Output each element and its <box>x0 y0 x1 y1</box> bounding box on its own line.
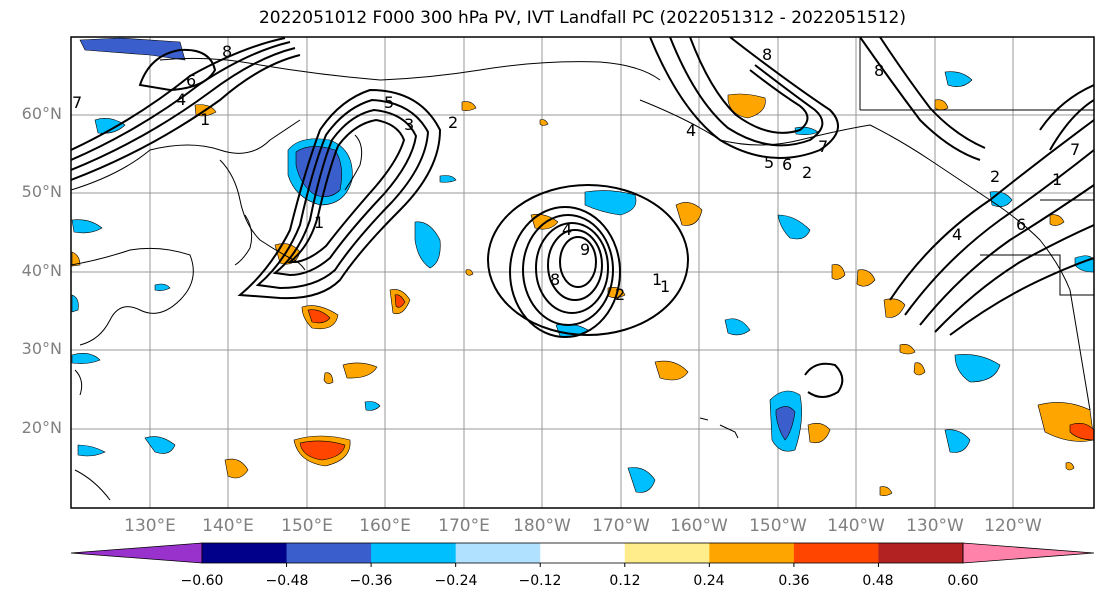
colorbar-tick-label: 0.36 <box>778 573 810 589</box>
colorbar-swatch <box>624 543 710 563</box>
map-title: 2022051012 F000 300 hPa PV, IVT Landfall… <box>258 8 906 28</box>
colorbar-tick-label: 0.48 <box>862 573 894 589</box>
contour-label: 6 <box>186 71 196 90</box>
colorbar-extend-high <box>962 542 1095 564</box>
contour-label: 8 <box>222 42 232 61</box>
contour-label: 9 <box>580 240 590 259</box>
contour-label: 7 <box>72 93 82 112</box>
colorbar-frame <box>201 542 964 564</box>
lon-label: 170°E <box>438 516 490 536</box>
lat-label: 40°N <box>21 261 62 280</box>
contour-label: 7 <box>818 137 828 156</box>
contour-label: 1 <box>200 110 210 129</box>
colorbar-swatch <box>878 543 964 563</box>
pv-anomaly-fills <box>71 37 1094 496</box>
colorbar-swatch <box>540 543 626 563</box>
lat-label: 20°N <box>21 418 62 437</box>
contour-label: 2 <box>990 167 1000 186</box>
contour-label: 1 <box>314 213 324 232</box>
colorbar-swatch <box>793 543 879 563</box>
lat-label: 60°N <box>21 104 62 123</box>
lon-label: 150°W <box>749 516 807 536</box>
lon-label: 140°W <box>827 516 885 536</box>
lat-label: 50°N <box>21 182 62 201</box>
contour-label: 8 <box>550 270 560 289</box>
contour-label: 4 <box>562 220 572 239</box>
contour-label: 6 <box>1016 215 1026 234</box>
lon-label: 150°E <box>281 516 333 536</box>
contour-label: 6 <box>782 155 792 174</box>
lon-label: 160°W <box>670 516 728 536</box>
contour-label: 2 <box>802 163 812 182</box>
contour-labels: 8 7 6 5 4 1 3 2 1 8 9 4 1 2 1 8 7 6 5 4 … <box>72 42 1080 304</box>
lon-label: 130°E <box>124 516 176 536</box>
gridlines <box>71 37 1094 508</box>
colorbar-tick-label: 0.12 <box>609 573 641 589</box>
map-frame <box>70 36 1095 509</box>
colorbar-tick-label: 0.24 <box>693 573 725 589</box>
lat-label: 30°N <box>21 339 62 358</box>
colorbar-swatch <box>709 543 795 563</box>
colorbar-tick-label: 0.60 <box>947 573 979 589</box>
lon-label: 120°W <box>984 516 1042 536</box>
contour-label: 5 <box>384 93 394 112</box>
colorbar-tick-label: −0.36 <box>349 573 393 589</box>
contour-label: 2 <box>615 285 625 304</box>
contour-label: 8 <box>762 45 772 64</box>
colorbar-tick-label: −0.48 <box>265 573 309 589</box>
colorbar-tick-label: −0.60 <box>180 573 224 589</box>
contour-label: 1 <box>660 277 670 296</box>
contour-label: 1 <box>652 270 662 289</box>
contour-label: 3 <box>404 115 414 134</box>
colorbar-swatch <box>371 543 457 563</box>
lon-label: 130°W <box>906 516 964 536</box>
colorbar-swatch <box>286 543 372 563</box>
contour-label: 2 <box>448 113 458 132</box>
colorbar <box>70 542 1095 567</box>
colorbar-swatch <box>455 543 541 563</box>
lon-label: 140°E <box>202 516 254 536</box>
contour-label: 4 <box>952 225 962 244</box>
colorbar-extend-low <box>70 542 203 564</box>
colorbar-swatch <box>202 543 288 563</box>
colorbar-tick-label: −0.24 <box>434 573 478 589</box>
contour-label: 5 <box>764 153 774 172</box>
contour-label: 8 <box>874 61 884 80</box>
pv-contours <box>71 37 1094 398</box>
lon-label: 180°W <box>513 516 571 536</box>
lon-label: 170°W <box>592 516 650 536</box>
contour-label: 7 <box>1070 140 1080 159</box>
lon-label: 160°E <box>359 516 411 536</box>
contour-label: 4 <box>686 121 696 140</box>
coastlines <box>71 37 1094 501</box>
colorbar-tick-label: −0.12 <box>518 573 562 589</box>
contour-label: 1 <box>1052 170 1062 189</box>
contour-label: 4 <box>176 90 186 109</box>
